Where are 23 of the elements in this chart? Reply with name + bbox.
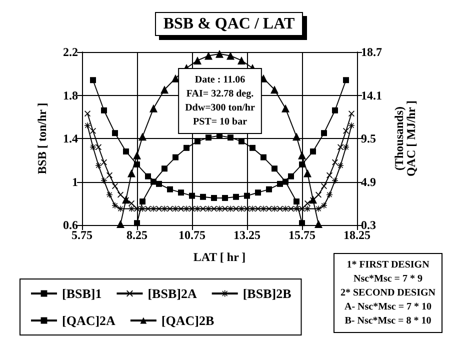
legend-label: [BSB]2B (242, 286, 292, 301)
legend-label: [BSB]2A (148, 286, 198, 301)
text: 1* FIRST DESIGN Nsc*Msc = 7 * 9 2* SECOND DESIGN A- Nsc*Msc = 7 * 10 B- Nsc*Msc = 8 * 10 (340, 260, 436, 326)
y-tick-label: 1.4 (63, 132, 78, 146)
x-tick-label: 13.25 (234, 228, 260, 242)
chart-title: BSB & QAC / LAT (163, 16, 295, 32)
annotation: Date : 11.06 FAI= 32.78 deg. Ddw=300 ton/hr PST= 10 bar (185, 74, 256, 128)
legend-label: [QAC]2B (161, 313, 214, 328)
y-axis-title: BSB [ ton/hr ] (35, 102, 49, 174)
y-tick-label: 2.2 (63, 45, 78, 59)
y2-tick-label: 4.9 (361, 174, 376, 189)
y-tick-label: 1 (72, 174, 78, 189)
y2-tick-label: 14.1 (361, 88, 382, 102)
legend-label: [BSB]1 (62, 286, 102, 301)
x-tick-label: 8.25 (126, 228, 148, 242)
x-tick-label: 10.75 (178, 228, 206, 242)
y2-axis-title: (Thousands) QAC [ MJ/hr ] (392, 100, 418, 177)
y2-tick-label: 18.7 (361, 45, 382, 59)
y2-tick-label: 9.5 (361, 132, 376, 146)
x-axis-title: LAT [ hr ] (193, 250, 246, 264)
y-tick-label: 1.8 (63, 88, 78, 102)
x-tick-label: 15.75 (288, 228, 316, 242)
legend-label: [QAC]2A (62, 313, 116, 328)
